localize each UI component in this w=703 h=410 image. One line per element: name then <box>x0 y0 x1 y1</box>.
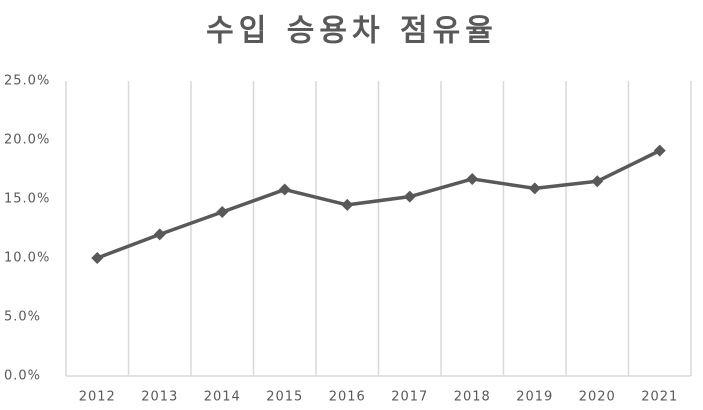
y-tick-label: 20.0% <box>4 133 50 148</box>
marker <box>91 252 104 264</box>
x-tick-label: 2013 <box>141 390 178 405</box>
marker <box>528 182 541 195</box>
x-tick-label: 2016 <box>329 390 366 405</box>
x-tick-label: 2014 <box>204 390 241 405</box>
x-tick-label: 2021 <box>641 390 678 405</box>
x-tick-label: 2020 <box>579 390 616 405</box>
x-tick-label: 2019 <box>516 390 553 405</box>
line <box>96 149 661 260</box>
marker <box>591 175 604 188</box>
marker <box>653 144 666 157</box>
x-tick-label: 2015 <box>266 390 303 405</box>
marker <box>216 205 229 218</box>
y-tick-label: 0.0% <box>4 369 41 384</box>
y-tick-label: 25.0% <box>4 74 50 89</box>
marker <box>278 183 291 196</box>
y-tick-label: 10.0% <box>4 251 50 266</box>
y-tick-label: 5.0% <box>4 310 41 325</box>
chart-title: 수입 승용차 점유율 <box>206 14 498 49</box>
marker <box>153 228 166 241</box>
x-tick-label: 2018 <box>454 390 491 405</box>
marker <box>341 198 354 211</box>
marker <box>466 172 479 185</box>
y-tick-label: 15.0% <box>4 192 50 207</box>
x-tick-label: 2012 <box>79 390 116 405</box>
marker <box>403 190 416 203</box>
x-tick-label: 2017 <box>391 390 428 405</box>
